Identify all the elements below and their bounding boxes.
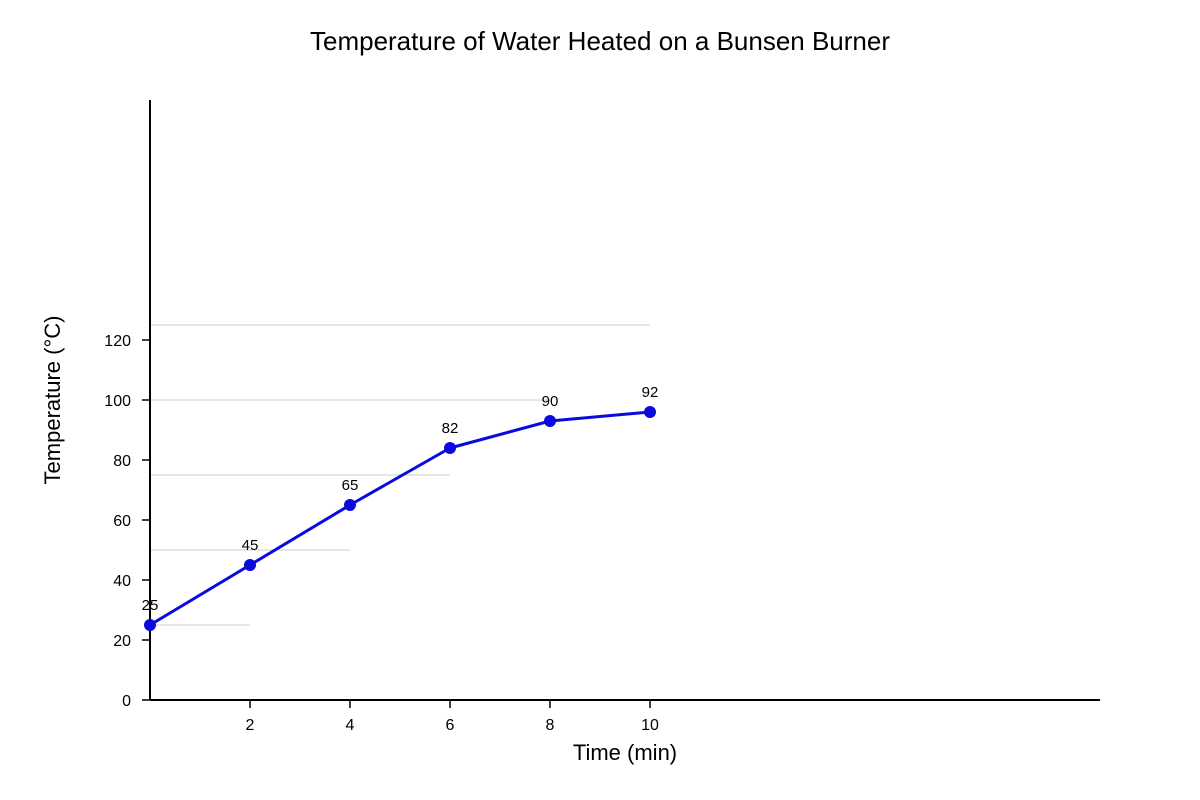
data-label: 45 xyxy=(242,537,259,554)
x-tick-label: 2 xyxy=(246,717,255,734)
x-axis-label: Time (min) xyxy=(573,740,677,765)
x-tick-label: 10 xyxy=(641,717,659,734)
chart-title: Temperature of Water Heated on a Bunsen … xyxy=(310,26,890,56)
y-tick-label: 80 xyxy=(113,453,131,470)
y-tick-label: 20 xyxy=(113,633,131,650)
x-tick-label: 6 xyxy=(446,717,455,734)
x-tick-label: 8 xyxy=(546,717,555,734)
y-tick-label: 120 xyxy=(104,333,131,350)
data-label: 92 xyxy=(642,384,659,401)
x-tick-label: 4 xyxy=(346,717,355,734)
data-label: 90 xyxy=(542,393,559,410)
data-point xyxy=(544,415,556,427)
y-axis-label: Temperature (°C) xyxy=(40,316,65,485)
y-tick-label: 100 xyxy=(104,393,131,410)
y-tick-label: 40 xyxy=(113,573,131,590)
y-tick-label: 0 xyxy=(122,693,131,710)
data-point xyxy=(644,406,656,418)
y-axis-ticks: 0 20 40 60 80 100 120 xyxy=(104,333,150,710)
y-tick-label: 60 xyxy=(113,513,131,530)
data-label: 25 xyxy=(142,597,159,614)
data-label: 82 xyxy=(442,420,459,437)
data-point xyxy=(444,442,456,454)
data-label: 65 xyxy=(342,477,359,494)
series-line xyxy=(149,410,651,627)
data-points xyxy=(144,406,656,631)
data-point xyxy=(144,619,156,631)
reference-lines xyxy=(150,324,650,626)
data-labels: 25 45 65 82 90 92 xyxy=(142,384,659,614)
data-point xyxy=(244,559,256,571)
x-axis-ticks: 2 4 6 8 10 xyxy=(246,700,659,734)
data-point xyxy=(344,499,356,511)
